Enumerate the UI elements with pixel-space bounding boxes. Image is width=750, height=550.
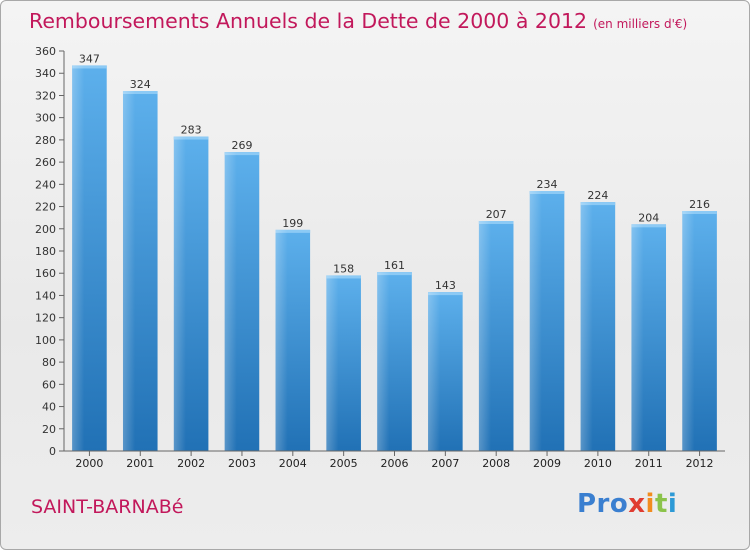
bar-shine bbox=[72, 65, 85, 451]
bar-shine bbox=[428, 292, 441, 451]
logo-part-1: Pro bbox=[577, 489, 629, 519]
proxiti-logo: Proxiti bbox=[577, 489, 677, 519]
bar-top-highlight bbox=[326, 275, 361, 279]
y-tick-label: 260 bbox=[35, 156, 56, 169]
bar-shine bbox=[580, 202, 593, 451]
chart-subtitle: (en milliers d'€) bbox=[593, 17, 688, 31]
bar-shine bbox=[631, 224, 644, 451]
bar-top-highlight bbox=[631, 224, 667, 228]
x-tick-label: 2008 bbox=[482, 457, 510, 470]
y-tick-label: 160 bbox=[35, 267, 56, 280]
bar-value-label: 283 bbox=[181, 124, 202, 137]
logo-part-5: i bbox=[667, 489, 678, 519]
y-tick-label: 280 bbox=[35, 134, 56, 147]
bar-value-label: 199 bbox=[282, 217, 303, 230]
x-tick-label: 2009 bbox=[533, 457, 561, 470]
y-tick-label: 100 bbox=[35, 334, 56, 347]
bar-value-label: 224 bbox=[587, 189, 608, 202]
y-tick-label: 0 bbox=[49, 445, 56, 458]
bar-shine bbox=[682, 211, 695, 451]
x-tick-label: 2006 bbox=[381, 457, 409, 470]
bar-shine bbox=[478, 221, 492, 451]
x-tick-label: 2003 bbox=[228, 457, 256, 470]
commune-name: SAINT-BARNABé bbox=[31, 496, 184, 518]
bar-top-highlight bbox=[122, 91, 158, 94]
y-tick-label: 40 bbox=[42, 401, 56, 414]
y-tick-label: 60 bbox=[42, 378, 56, 391]
y-tick-label: 220 bbox=[35, 201, 56, 214]
y-tick-label: 360 bbox=[35, 45, 56, 58]
bar-shine bbox=[529, 191, 542, 451]
bar-value-label: 216 bbox=[689, 198, 710, 211]
bars-group: 347 324 283 269 199 158 161 143 207 234 224 204 216 bbox=[72, 52, 717, 452]
x-tick-label: 2004 bbox=[279, 457, 307, 470]
bar-shine bbox=[224, 152, 237, 451]
y-tick-label: 300 bbox=[35, 112, 56, 125]
bar-top-highlight bbox=[428, 292, 463, 296]
y-tick-label: 340 bbox=[35, 67, 56, 80]
x-tick-label: 2011 bbox=[635, 457, 663, 470]
bar-top-highlight bbox=[580, 202, 616, 206]
bar-top-highlight bbox=[529, 191, 565, 194]
x-tick-label: 2007 bbox=[431, 457, 459, 470]
bar-shine bbox=[173, 136, 186, 452]
bar-value-label: 347 bbox=[79, 52, 100, 65]
bar-value-label: 143 bbox=[435, 279, 456, 292]
bar-value-label: 207 bbox=[486, 208, 507, 221]
bar-shine bbox=[122, 91, 136, 451]
logo-part-3: i bbox=[645, 489, 655, 519]
bar-value-label: 204 bbox=[638, 211, 659, 224]
bar-shine bbox=[377, 272, 390, 451]
bar-value-label: 234 bbox=[537, 178, 558, 191]
bar-top-highlight bbox=[224, 152, 260, 156]
x-tick-label: 2010 bbox=[584, 457, 612, 470]
y-tick-label: 200 bbox=[35, 223, 56, 236]
bar-value-label: 158 bbox=[333, 262, 354, 275]
x-axis: 2000 2001 2002 2003 2004 2005 2006 2007 2008 2009… bbox=[64, 450, 725, 470]
bar-shine bbox=[275, 229, 288, 451]
y-tick-label: 20 bbox=[42, 423, 56, 436]
bar-top-highlight bbox=[682, 211, 717, 214]
x-tick-label: 2002 bbox=[177, 457, 205, 470]
logo-part-4: t bbox=[654, 489, 668, 519]
y-tick-label: 140 bbox=[35, 289, 56, 302]
x-tick-label: 2012 bbox=[686, 457, 714, 470]
bar-top-highlight bbox=[275, 229, 311, 233]
x-tick-label: 2001 bbox=[126, 457, 154, 470]
bar-value-label: 324 bbox=[130, 78, 151, 91]
y-tick-label: 120 bbox=[35, 312, 56, 325]
bar-shine bbox=[326, 275, 339, 451]
bar-top-highlight bbox=[72, 65, 107, 69]
chart-title-text: Remboursements Annuels de la Dette de 20… bbox=[29, 9, 588, 33]
logo-part-2: x bbox=[628, 489, 646, 519]
bar-value-label: 269 bbox=[231, 139, 252, 152]
chart-title: Remboursements Annuels de la Dette de 20… bbox=[29, 9, 687, 33]
y-tick-label: 240 bbox=[35, 178, 56, 191]
y-tick-label: 180 bbox=[35, 245, 56, 258]
y-axis: 0 20 40 60 80 100 120 140 160 180 200 220 240 260 280 3… bbox=[35, 45, 65, 458]
bar-top-highlight bbox=[478, 221, 514, 224]
bar-top-highlight bbox=[173, 136, 209, 140]
y-tick-label: 320 bbox=[35, 89, 56, 102]
y-tick-label: 80 bbox=[42, 356, 56, 369]
bar-top-highlight bbox=[377, 272, 412, 276]
x-tick-label: 2000 bbox=[75, 457, 103, 470]
x-tick-label: 2005 bbox=[330, 457, 358, 470]
bar-value-label: 161 bbox=[384, 259, 405, 272]
